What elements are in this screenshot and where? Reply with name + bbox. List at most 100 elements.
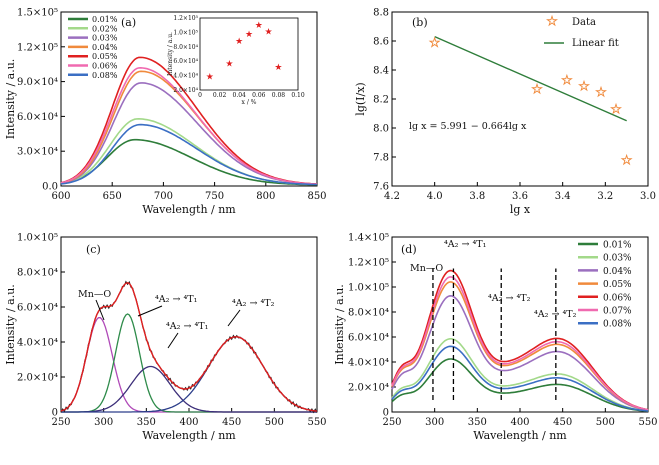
a-inset-x-tick-label: 0.02 (213, 92, 227, 99)
b-x-tick-label: 4.2 (384, 191, 400, 202)
c-x-axis-label: Wavelength / nm (142, 429, 236, 442)
c-annotation-arrow (227, 309, 241, 327)
c-y-tick-label: 0 (52, 408, 58, 419)
a-x-axis-label: Wavelength / nm (142, 203, 236, 216)
a-x-tick-label: 850 (307, 191, 326, 202)
d-x-tick-label: 250 (382, 417, 401, 428)
d-y-tick-label: 6.0×10⁴ (348, 333, 389, 344)
d-legend-label: 0.05% (603, 280, 632, 290)
d-y-axis-label: Intensity / a.u. (333, 284, 346, 365)
a-series-line (60, 123, 317, 186)
a-inset-y-tick-label: 6.0×10⁴ (173, 58, 198, 65)
c-x-tick-label: 250 (51, 417, 70, 428)
b-x-tick-label: 3.0 (640, 191, 656, 202)
a-y-tick-label: 6.0×10⁴ (17, 112, 58, 123)
a-inset-y-tick-label: 4.0×10⁴ (173, 73, 198, 80)
c-x-tick-label: 500 (265, 417, 284, 428)
b-legend-label: Linear fit (572, 38, 619, 49)
b-data-point: ★ (621, 153, 632, 167)
b-x-tick-label: 3.4 (555, 191, 571, 202)
a-y-tick-label: 0.0 (42, 182, 58, 193)
a-inset-point: ★ (235, 37, 243, 47)
c-y-tick-label: 8.0×10⁴ (17, 268, 58, 279)
d-x-tick-label: 400 (510, 417, 529, 428)
d-series-line (391, 345, 649, 412)
b-y-tick-label: 8.2 (373, 95, 389, 106)
a-x-tick-label: 800 (256, 191, 275, 202)
d-legend-label: 0.07% (603, 307, 632, 317)
a-legend-label: 0.05% (92, 52, 118, 61)
a-inset-point: ★ (255, 21, 263, 31)
d-series-line (391, 276, 649, 411)
c-annotation: ⁴A₂ → ⁴T₂ (232, 298, 275, 309)
a-inset-y-tick-label: 1.2×10⁵ (173, 15, 198, 22)
c-y-tick-label: 2.0×10⁴ (17, 373, 58, 384)
d-legend-label: 0.03% (603, 254, 632, 264)
panel-b-label: (b) (412, 16, 428, 29)
c-x-tick-label: 300 (94, 417, 113, 428)
a-inset-y-axis-label: Intensity / a.u. (167, 32, 174, 76)
panel-a-label: (a) (121, 16, 136, 29)
a-legend-label: 0.02% (92, 24, 118, 33)
d-y-tick-label: 0 (383, 408, 389, 419)
d-y-tick-label: 1.2×10⁵ (348, 258, 389, 269)
b-legend-swatch: ★ (547, 14, 558, 28)
b-data-point: ★ (611, 102, 622, 116)
a-legend-label: 0.04% (92, 43, 118, 52)
d-x-axis-label: Wavelength / nm (473, 429, 567, 442)
c-x-tick-label: 550 (307, 417, 326, 428)
b-y-tick-label: 7.6 (373, 182, 389, 193)
d-x-tick-label: 500 (596, 417, 615, 428)
fit-equation: lg x = 5.991 − 0.664lg x (409, 121, 527, 132)
d-y-tick-label: 1.4×10⁵ (348, 233, 389, 244)
a-inset-point: ★ (265, 28, 273, 38)
c-y-tick-label: 4.0×10⁴ (17, 338, 58, 349)
d-x-tick-label: 350 (468, 417, 487, 428)
c-measured-spectrum (60, 280, 318, 414)
a-x-tick-label: 600 (51, 191, 70, 202)
d-y-tick-label: 4.0×10⁴ (348, 358, 389, 369)
c-component-line (61, 365, 317, 413)
a-y-tick-label: 1.2×10⁵ (17, 42, 58, 53)
b-data-point: ★ (596, 85, 607, 99)
b-y-axis-label: lg(I/x) (354, 82, 367, 115)
d-legend-label: 0.04% (603, 267, 632, 277)
a-inset-x-tick-label: 0 (198, 92, 202, 99)
a-x-tick-label: 750 (205, 191, 224, 202)
b-data-point: ★ (532, 82, 543, 96)
d-y-tick-label: 1.0×10⁵ (348, 283, 389, 294)
a-inset-y-tick-label: 8.0×10⁴ (173, 44, 198, 51)
d-series-line (391, 338, 649, 412)
d-series-line (391, 269, 649, 411)
d-legend-label: 0.08% (603, 320, 632, 330)
a-x-tick-label: 700 (154, 191, 173, 202)
a-inset-point: ★ (245, 30, 253, 40)
a-inset-x-tick-label: 0.10 (291, 92, 305, 99)
panel-c-label: (c) (86, 243, 101, 256)
c-x-tick-label: 450 (222, 417, 241, 428)
d-x-tick-label: 550 (638, 417, 657, 428)
b-legend-label: Data (572, 17, 596, 28)
c-annotation-arrow (137, 305, 163, 317)
c-annotation: Mn—O (78, 289, 111, 300)
c-y-tick-label: 1.0×10⁵ (17, 233, 58, 244)
b-x-axis-label: lg x (510, 203, 531, 216)
a-inset-frame (199, 17, 299, 91)
c-annotation-arrow (167, 332, 179, 349)
a-legend-label: 0.01% (92, 15, 118, 24)
c-component-line (61, 336, 318, 413)
c-y-axis-label: Intensity / a.u. (4, 284, 17, 365)
a-inset-x-tick-label: 0.04 (233, 92, 247, 99)
b-y-tick-label: 8.4 (373, 66, 389, 77)
a-legend-label: 0.03% (92, 34, 118, 43)
d-annotation: ⁴A₂ → ⁴T₁ (444, 239, 487, 250)
a-legend-label: 0.08% (92, 71, 118, 80)
d-series-line (391, 294, 649, 411)
b-y-tick-label: 7.8 (373, 153, 389, 164)
a-inset-x-tick-label: 0.08 (272, 92, 286, 99)
a-y-tick-label: 1.5×10⁵ (17, 8, 58, 19)
d-y-tick-label: 8.0×10⁴ (348, 308, 389, 319)
b-x-tick-label: 3.2 (597, 191, 613, 202)
a-inset-x-tick-label: 0.06 (252, 92, 266, 99)
